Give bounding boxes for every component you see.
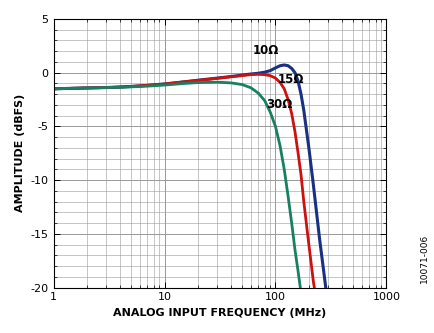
- Text: 30Ω: 30Ω: [265, 98, 292, 111]
- Y-axis label: AMPLITUDE (dBFS): AMPLITUDE (dBFS): [15, 94, 25, 212]
- Text: 10071-006: 10071-006: [419, 234, 427, 283]
- Text: 15Ω: 15Ω: [277, 74, 304, 87]
- Text: 10Ω: 10Ω: [252, 44, 278, 58]
- X-axis label: ANALOG INPUT FREQUENCY (MHz): ANALOG INPUT FREQUENCY (MHz): [113, 308, 326, 318]
